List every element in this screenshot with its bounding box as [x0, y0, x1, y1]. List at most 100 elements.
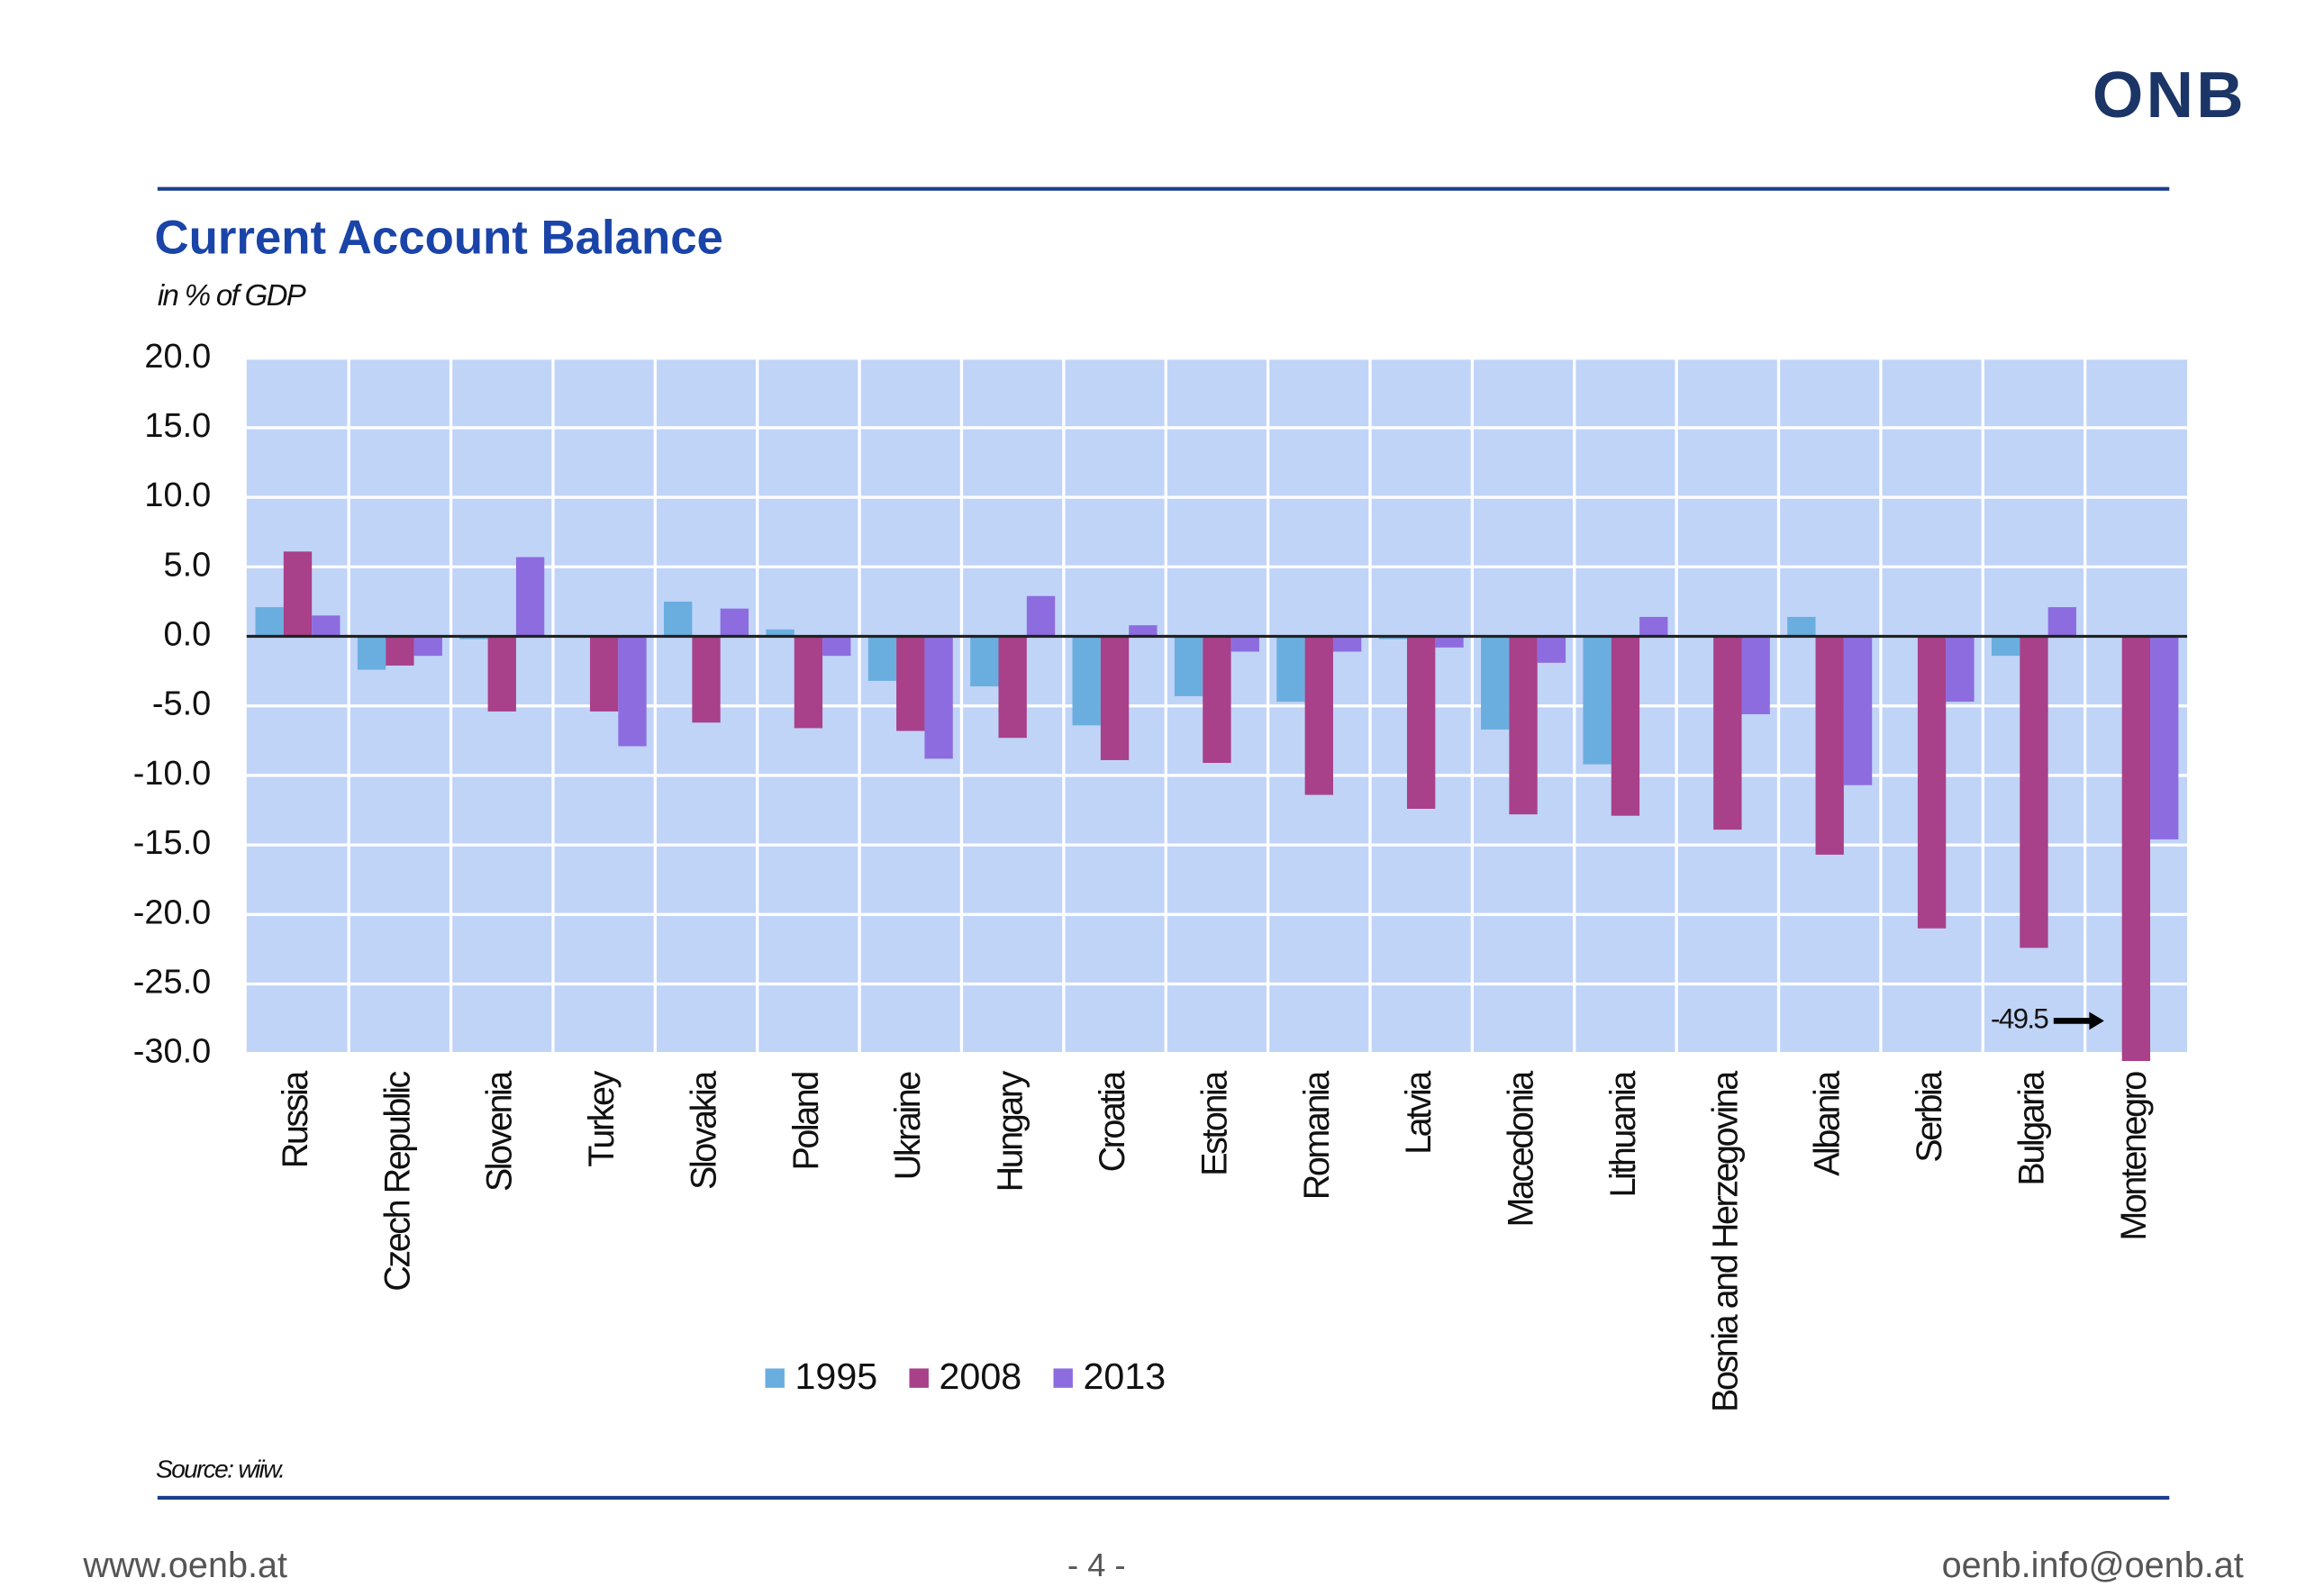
- bar: [1129, 625, 1158, 637]
- bar: [1100, 636, 1130, 760]
- x-tick-label: Turkey: [582, 1070, 622, 1166]
- bar: [1583, 636, 1611, 765]
- bar: [1946, 636, 1975, 703]
- bar: [255, 607, 284, 637]
- y-tick-label: -15.0: [133, 824, 211, 862]
- bar: [2150, 636, 2179, 839]
- y-tick-label: 0.0: [164, 616, 212, 654]
- bar: [1174, 636, 1203, 696]
- bar: [1203, 636, 1231, 764]
- y-tick-label: -20.0: [133, 893, 211, 931]
- bar: [1332, 636, 1362, 652]
- legend-swatch: [909, 1368, 929, 1388]
- bar: [2020, 636, 2048, 948]
- y-tick-label: 5.0: [164, 546, 212, 584]
- bar: [357, 636, 386, 670]
- bar: [2121, 636, 2151, 1061]
- footer-right: oenb.info@oenb.at: [1942, 1546, 2244, 1585]
- x-tick-label: Bulgaria: [2011, 1070, 2051, 1186]
- y-tick-label: -25.0: [133, 964, 211, 1002]
- bar: [1991, 636, 2020, 657]
- x-tick-label: Latvia: [1399, 1070, 1439, 1155]
- legend-label: 2008: [939, 1356, 1021, 1397]
- bar: [618, 636, 647, 747]
- y-tick-label: 10.0: [144, 476, 211, 514]
- x-tick-label: Slovakia: [684, 1070, 723, 1190]
- x-tick-label: Serbia: [1910, 1070, 1949, 1163]
- legend-swatch: [1053, 1368, 1073, 1388]
- bar: [998, 636, 1027, 739]
- bar: [1787, 616, 1816, 637]
- bar: [692, 636, 721, 723]
- bar: [664, 601, 693, 637]
- bar: [515, 557, 545, 637]
- bar: [720, 608, 749, 637]
- bar: [386, 636, 414, 666]
- bar: [1611, 636, 1640, 816]
- x-tick-label: Lithuania: [1603, 1070, 1643, 1198]
- x-tick-label: Poland: [786, 1073, 826, 1171]
- bar: [589, 636, 619, 712]
- bar: [1509, 636, 1538, 815]
- legend-label: 2013: [1083, 1356, 1166, 1397]
- bar: [1304, 636, 1333, 795]
- bar: [413, 636, 442, 657]
- y-tick-label: -30.0: [133, 1033, 211, 1071]
- bar: [867, 636, 897, 681]
- bars: [255, 551, 2179, 1061]
- x-tick-label: Slovenia: [480, 1070, 520, 1192]
- bar: [1407, 636, 1436, 809]
- bar: [1481, 636, 1510, 730]
- bar: [896, 636, 925, 731]
- source-note: Source: wiiw.: [156, 1455, 284, 1483]
- bar: [1230, 636, 1259, 652]
- y-tick-label: 20.0: [144, 338, 211, 376]
- logo: ONB: [2093, 59, 2247, 131]
- x-tick-label: Bosnia and Herzegovina: [1705, 1070, 1745, 1412]
- bar: [766, 629, 794, 637]
- bar: [1537, 636, 1566, 663]
- legend-swatch: [765, 1368, 785, 1388]
- bar: [487, 636, 516, 712]
- chart-title: Current Account Balance: [155, 211, 723, 264]
- x-tick-label: Montenegro: [2114, 1072, 2154, 1241]
- x-tick-label: Russia: [276, 1070, 315, 1169]
- x-tick-label: Estonia: [1194, 1070, 1234, 1176]
- y-tick-label: -5.0: [152, 685, 211, 723]
- chart-subtitle: in % of GDP: [158, 278, 306, 312]
- x-tick-label: Croatia: [1093, 1070, 1132, 1173]
- labels: -30.0 -25.0 -20.0 -15.0 -10.0 -5.0 0.0 5.0 10.0 1…: [133, 338, 2188, 1412]
- bar: [1713, 636, 1742, 830]
- bar: [1843, 636, 1873, 785]
- y-tick-label: -10.0: [133, 755, 211, 793]
- annotation-label: -49.5: [1991, 1003, 2048, 1035]
- bar: [1435, 636, 1464, 648]
- bar: [312, 615, 340, 637]
- annotation-arrowhead: [2089, 1011, 2104, 1030]
- x-tick-label: Albania: [1808, 1070, 1848, 1176]
- bar: [1276, 636, 1305, 703]
- page-number: - 4 -: [1067, 1546, 1125, 1583]
- bar: [1917, 636, 1947, 929]
- bar: [1815, 636, 1844, 855]
- x-tick-label: Hungary: [991, 1070, 1030, 1192]
- bar: [1639, 616, 1668, 637]
- bar: [1741, 636, 1770, 714]
- bar: [1072, 636, 1101, 726]
- bar: [283, 551, 313, 637]
- legend-label: 1995: [794, 1356, 877, 1397]
- bar: [924, 636, 953, 759]
- x-tick-label: Romania: [1297, 1070, 1337, 1201]
- x-tick-label: Ukraine: [888, 1072, 928, 1181]
- bar: [1026, 595, 1056, 637]
- x-tick-label: Macedonia: [1502, 1070, 1541, 1228]
- x-tick-label: Czech Republic: [377, 1071, 417, 1291]
- footer-left: www.oenb.at: [82, 1546, 287, 1585]
- y-tick-label: 15.0: [144, 407, 211, 445]
- bar: [794, 636, 823, 729]
- bar: [970, 636, 999, 687]
- bar: [822, 636, 851, 657]
- bar: [2047, 607, 2076, 637]
